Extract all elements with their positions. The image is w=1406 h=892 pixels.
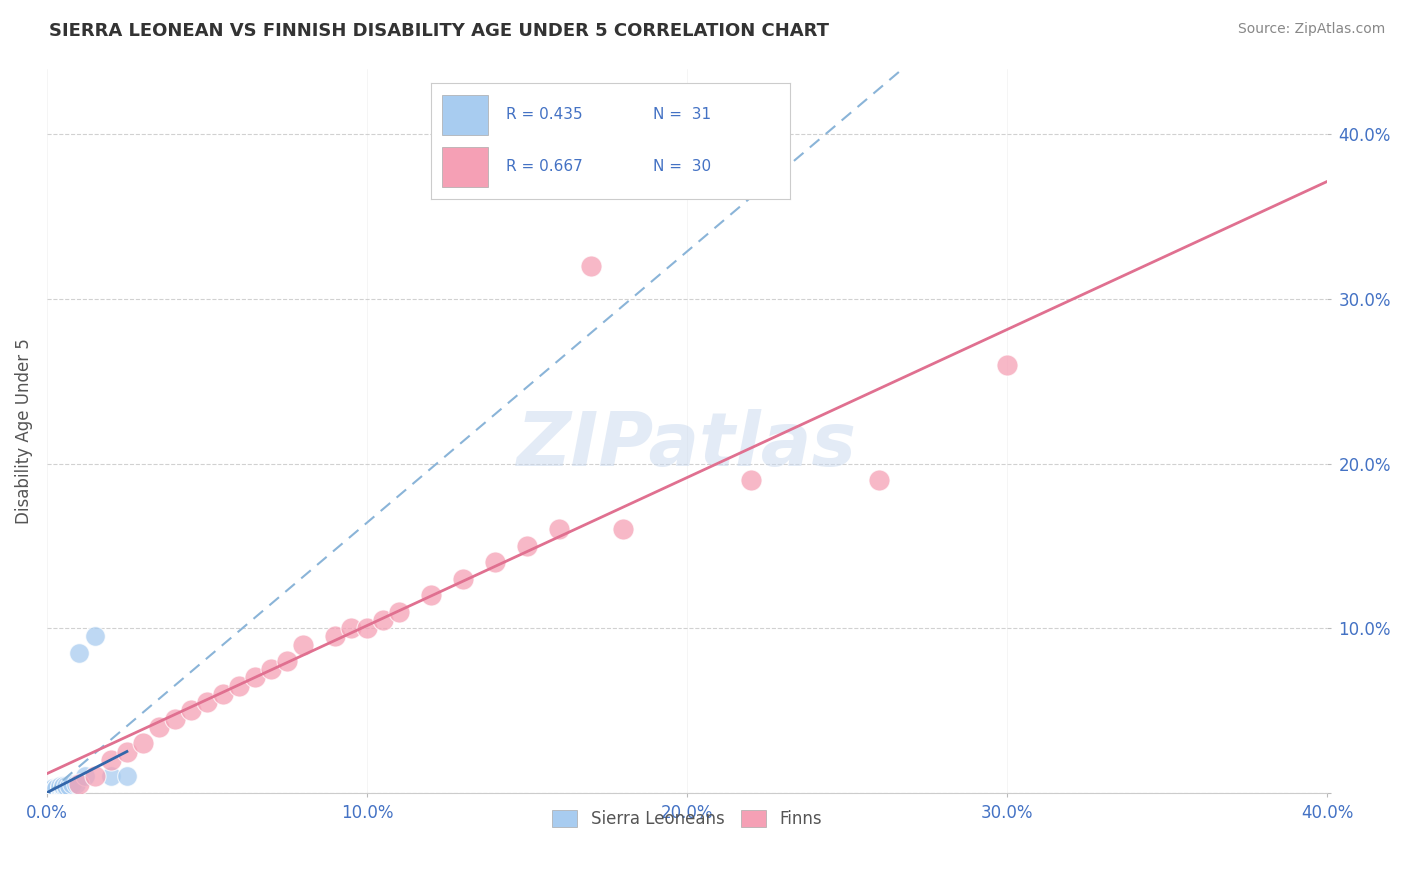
Point: [115, 745, 138, 759]
Point: [52, 780, 75, 795]
Point: [84, 629, 107, 643]
Point: [371, 613, 394, 627]
Point: [48, 780, 70, 795]
Point: [52, 780, 75, 795]
Point: [548, 522, 571, 536]
Point: [45, 780, 67, 795]
Point: [740, 473, 762, 487]
Point: [62, 777, 84, 791]
Point: [42, 784, 65, 798]
Text: ZIPatlas: ZIPatlas: [517, 409, 858, 482]
Point: [55, 780, 77, 795]
Point: [115, 769, 138, 783]
Point: [48, 782, 70, 797]
Point: [323, 629, 346, 643]
Point: [356, 621, 378, 635]
Point: [995, 358, 1018, 372]
Point: [291, 638, 314, 652]
Point: [42, 780, 65, 795]
Point: [451, 572, 474, 586]
Point: [52, 782, 75, 797]
Point: [132, 736, 155, 750]
Point: [228, 679, 250, 693]
Point: [39, 782, 62, 797]
Legend: Sierra Leoneans, Finns: Sierra Leoneans, Finns: [546, 804, 828, 835]
Point: [55, 779, 77, 793]
Point: [516, 539, 538, 553]
Point: [163, 712, 186, 726]
Point: [42, 782, 65, 797]
Point: [340, 621, 363, 635]
Point: [579, 259, 602, 273]
Text: Source: ZipAtlas.com: Source: ZipAtlas.com: [1237, 22, 1385, 37]
Point: [276, 654, 298, 668]
Point: [195, 695, 218, 709]
Point: [48, 779, 70, 793]
Point: [420, 588, 443, 602]
Point: [45, 782, 67, 797]
Point: [58, 779, 80, 793]
Point: [484, 555, 506, 569]
Point: [84, 769, 107, 783]
Y-axis label: Disability Age Under 5: Disability Age Under 5: [15, 338, 32, 524]
Point: [67, 777, 90, 791]
Point: [243, 670, 266, 684]
Point: [48, 780, 70, 795]
Point: [65, 777, 87, 791]
Point: [39, 784, 62, 798]
Point: [42, 782, 65, 797]
Point: [260, 662, 283, 676]
Point: [52, 779, 75, 793]
Point: [612, 522, 634, 536]
Point: [75, 769, 97, 783]
Point: [212, 687, 235, 701]
Text: SIERRA LEONEAN VS FINNISH DISABILITY AGE UNDER 5 CORRELATION CHART: SIERRA LEONEAN VS FINNISH DISABILITY AGE…: [49, 22, 830, 40]
Point: [45, 784, 67, 798]
Point: [100, 753, 122, 767]
Point: [39, 784, 62, 798]
Point: [45, 782, 67, 797]
Point: [45, 780, 67, 795]
Point: [180, 703, 202, 717]
Point: [388, 605, 411, 619]
Point: [148, 720, 170, 734]
Point: [100, 769, 122, 783]
Point: [868, 473, 890, 487]
Point: [52, 779, 75, 793]
Point: [67, 646, 90, 660]
